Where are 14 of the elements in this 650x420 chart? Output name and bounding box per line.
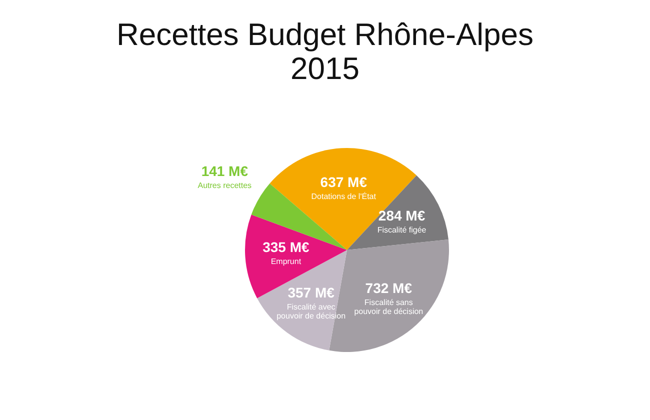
chart-title: Recettes Budget Rhône-Alpes 2015 bbox=[116, 17, 534, 86]
slice-label: Fiscalité avec pouvoir de décision bbox=[276, 302, 346, 321]
data-label: 732 M€ bbox=[365, 280, 412, 296]
data-label: 284 M€ bbox=[378, 208, 426, 224]
data-label: 637 M€ bbox=[320, 174, 368, 190]
data-label: 357 M€ bbox=[288, 284, 335, 301]
slice-label: Fiscalité figée bbox=[377, 226, 427, 235]
data-label: 141 M€ bbox=[201, 162, 248, 179]
slice-label: Emprunt bbox=[270, 257, 302, 266]
slice-label: Dotations de l'État bbox=[311, 192, 377, 201]
data-label: 335 M€ bbox=[262, 239, 310, 256]
pie-slice bbox=[245, 214, 347, 298]
slice-label: Fiscalité sans pouvoir de décision bbox=[354, 298, 424, 316]
slice-label: Autres recettes bbox=[198, 180, 252, 190]
